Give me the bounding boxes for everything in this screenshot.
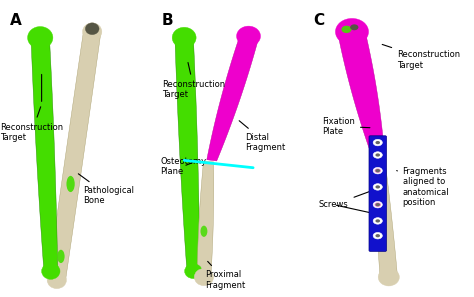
Text: Fragments
aligned to
anatomical
position: Fragments aligned to anatomical position: [397, 167, 449, 207]
Ellipse shape: [373, 148, 382, 160]
Text: Reconstruction
Target: Reconstruction Target: [382, 45, 460, 69]
Ellipse shape: [373, 168, 383, 174]
Polygon shape: [207, 38, 258, 161]
Text: Screws: Screws: [319, 191, 372, 209]
Ellipse shape: [375, 185, 380, 189]
Text: Reconstruction
Target: Reconstruction Target: [163, 63, 226, 99]
Ellipse shape: [374, 203, 381, 207]
Ellipse shape: [47, 271, 66, 289]
Ellipse shape: [373, 139, 383, 146]
Ellipse shape: [350, 24, 358, 30]
Text: Fixation
Plate: Fixation Plate: [322, 117, 370, 136]
Ellipse shape: [373, 218, 383, 224]
Ellipse shape: [184, 264, 202, 279]
Ellipse shape: [66, 176, 75, 192]
Ellipse shape: [27, 26, 53, 49]
Ellipse shape: [82, 23, 102, 41]
Text: C: C: [313, 12, 324, 28]
Ellipse shape: [375, 169, 380, 172]
Polygon shape: [48, 31, 101, 281]
Ellipse shape: [341, 26, 352, 33]
Ellipse shape: [201, 226, 208, 237]
Ellipse shape: [190, 208, 197, 219]
Ellipse shape: [373, 184, 383, 190]
Ellipse shape: [378, 268, 400, 286]
Polygon shape: [197, 162, 214, 277]
Ellipse shape: [172, 27, 196, 48]
Ellipse shape: [85, 23, 99, 35]
Ellipse shape: [336, 18, 369, 45]
Ellipse shape: [375, 153, 380, 157]
Text: A: A: [9, 12, 21, 28]
Ellipse shape: [57, 250, 64, 263]
Polygon shape: [31, 37, 58, 271]
Text: Pathological
Bone: Pathological Bone: [78, 174, 134, 206]
Polygon shape: [338, 34, 385, 162]
Ellipse shape: [373, 201, 383, 208]
Polygon shape: [374, 162, 398, 277]
Text: Proximal
Fragment: Proximal Fragment: [205, 261, 245, 290]
Text: B: B: [161, 12, 173, 28]
Ellipse shape: [375, 219, 380, 222]
Text: Reconstruction
Target: Reconstruction Target: [0, 107, 64, 142]
FancyBboxPatch shape: [369, 136, 386, 251]
Ellipse shape: [375, 203, 380, 206]
Ellipse shape: [374, 168, 381, 173]
Ellipse shape: [373, 152, 383, 158]
Ellipse shape: [375, 141, 380, 144]
Ellipse shape: [42, 263, 60, 279]
Ellipse shape: [375, 234, 380, 237]
Ellipse shape: [373, 233, 383, 239]
Text: Osteotomy
Plane: Osteotomy Plane: [160, 157, 206, 176]
Ellipse shape: [194, 268, 214, 286]
Text: Distal
Fragment: Distal Fragment: [239, 121, 285, 152]
Polygon shape: [175, 37, 200, 271]
Ellipse shape: [237, 26, 261, 46]
